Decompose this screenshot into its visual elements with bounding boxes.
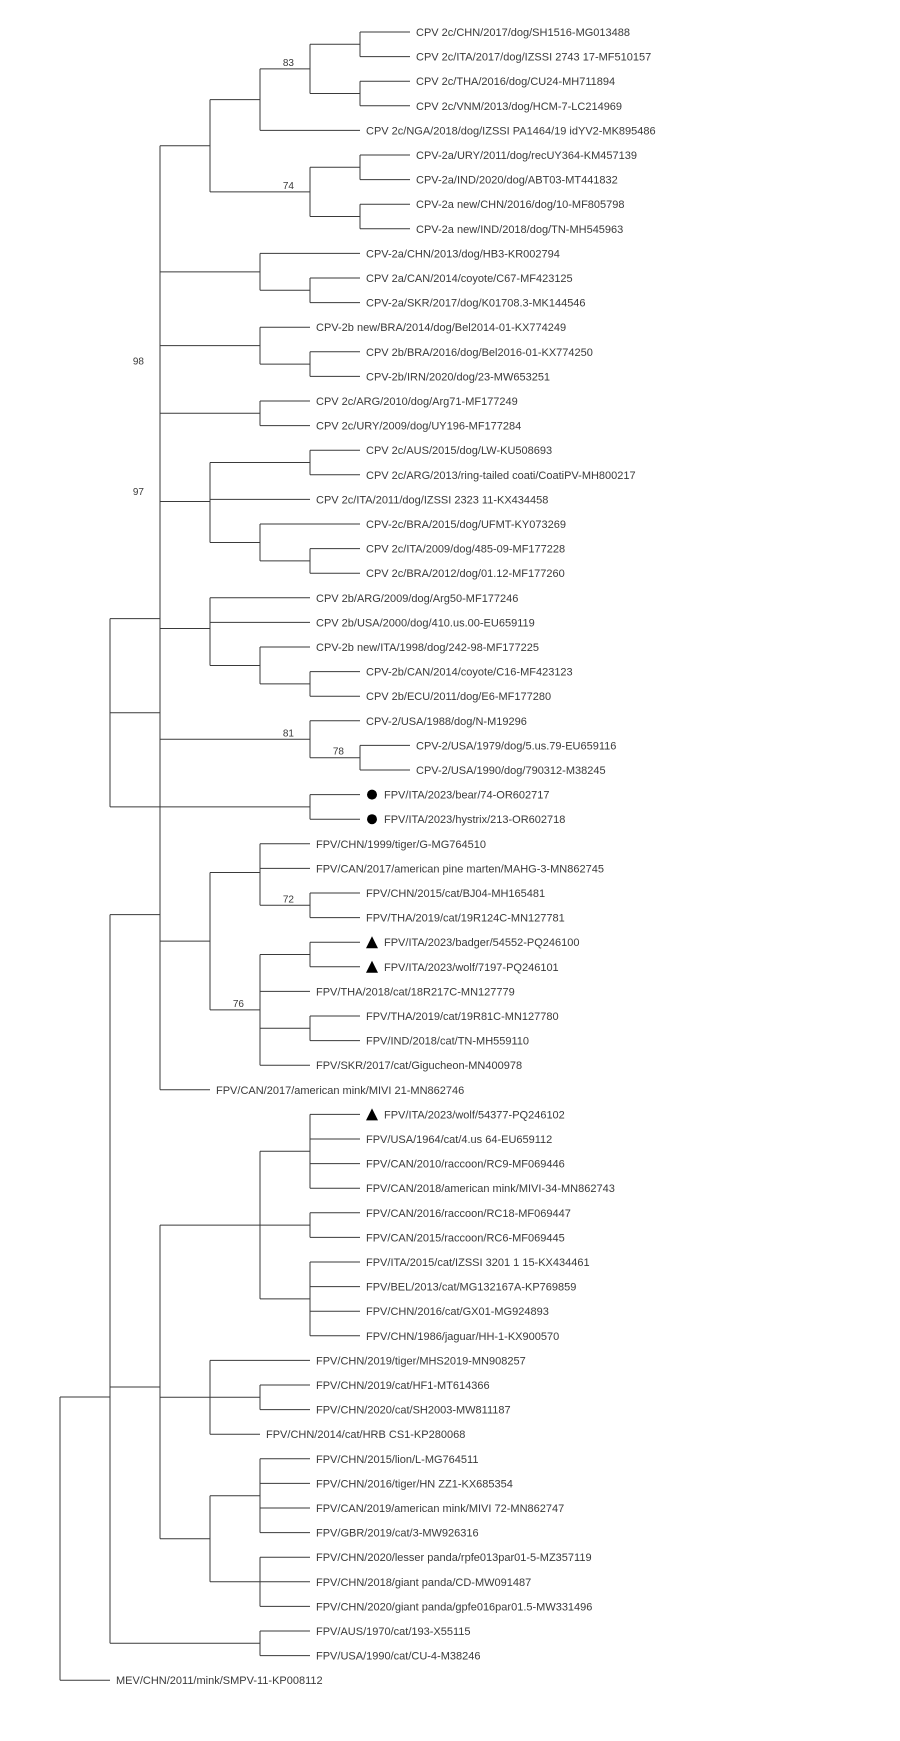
phylogenetic-tree: 83 74 98 97 78 81 72 76 CPV 2c/CHN/2017/dog/SH15… [0,0,900,1741]
tip-label: FPV/AUS/1970/cat/193-X55115 [316,1626,471,1638]
tip-label: FPV/CAN/2017/american mink/MIVI 21-MN862… [216,1085,464,1097]
bootstrap-value: 72 [283,894,295,905]
tip-label: CPV-2a/SKR/2017/dog/K01708.3-MK144546 [366,298,586,310]
tip-label: CPV 2c/URY/2009/dog/UY196-MF177284 [316,421,521,433]
tip-label: FPV/CHN/2015/lion/L-MG764511 [316,1454,478,1466]
tip-label: CPV 2c/CHN/2017/dog/SH1516-MG013488 [416,27,630,39]
tip-label: CPV 2c/ARG/2013/ring-tailed coati/CoatiP… [366,470,636,482]
tip-label: FPV/CAN/2018/american mink/MIVI-34-MN862… [366,1183,615,1195]
triangle-marker-icon [366,961,378,973]
tip-label: CPV-2/USA/1988/dog/N-M19296 [366,716,527,728]
tip-label: CPV 2c/ITA/2009/dog/485-09-MF177228 [366,544,565,556]
tip-label: CPV-2a new/IND/2018/dog/TN-MH545963 [416,224,623,236]
tip-label: CPV-2b/IRN/2020/dog/23-MW653251 [366,371,550,383]
bootstrap-value: 74 [283,181,295,192]
bootstrap-value: 76 [233,999,245,1010]
tip-label: CPV 2c/THA/2016/dog/CU24-MH711894 [416,76,615,88]
bootstrap-value: 83 [283,58,295,69]
tip-label: CPV 2b/USA/2000/dog/410.us.00-EU659119 [316,617,535,629]
tip-label: CPV 2b/ECU/2011/dog/E6-MF177280 [366,691,551,703]
tip-label: FPV/ITA/2015/cat/IZSSI 3201 1 15-KX43446… [366,1257,590,1269]
tip-label: CPV 2c/AUS/2015/dog/LW-KU508693 [366,445,552,457]
tip-label: FPV/CHN/2018/giant panda/CD-MW091487 [316,1577,531,1589]
circle-marker-icon [367,814,377,824]
tip-label: FPV/CAN/2019/american mink/MIVI 72-MN862… [316,1503,564,1515]
tip-label: CPV-2/USA/1979/dog/5.us.79-EU659116 [416,740,616,752]
tip-label: CPV-2/USA/1990/dog/790312-M38245 [416,765,606,777]
tip-label: CPV 2c/ITA/2011/dog/IZSSI 2323 11-KX4344… [316,494,548,506]
tip-label: FPV/USA/1964/cat/4.us 64-EU659112 [366,1134,552,1146]
tip-label: FPV/USA/1990/cat/CU-4-M38246 [316,1651,480,1663]
tip-label: CPV 2c/VNM/2013/dog/HCM-7-LC214969 [416,101,622,113]
tip-label: CPV 2b/BRA/2016/dog/Bel2016-01-KX774250 [366,347,593,359]
triangle-marker-icon [366,1108,378,1120]
tip-label: FPV/ITA/2023/wolf/7197-PQ246101 [384,962,559,974]
tip-label: FPV/ITA/2023/wolf/54377-PQ246102 [384,1109,565,1121]
tip-label: FPV/THA/2018/cat/18R217C-MN127779 [316,986,515,998]
tip-label: CPV-2a new/CHN/2016/dog/10-MF805798 [416,199,625,211]
tip-label: CPV-2a/CHN/2013/dog/HB3-KR002794 [366,248,560,260]
tip-label: CPV-2b new/BRA/2014/dog/Bel2014-01-KX774… [316,322,566,334]
bootstrap-value: 98 [133,356,145,367]
tip-label: FPV/GBR/2019/cat/3-MW926316 [316,1528,479,1540]
tip-label: FPV/CHN/2014/cat/HRB CS1-KP280068 [266,1429,465,1441]
tip-label: FPV/SKR/2017/cat/Gigucheon-MN400978 [316,1060,522,1072]
tip-label: FPV/CHN/2016/tiger/HN ZZ1-KX685354 [316,1478,513,1490]
tip-label: FPV/CHN/2016/cat/GX01-MG924893 [366,1306,549,1318]
tip-label: FPV/ITA/2023/hystrix/213-OR602718 [384,814,565,826]
tip-label: FPV/IND/2018/cat/TN-MH559110 [366,1036,529,1048]
tip-label: FPV/CAN/2010/raccoon/RC9-MF069446 [366,1159,565,1171]
tip-label: FPV/ITA/2023/badger/54552-PQ246100 [384,937,580,949]
tip-label: CPV 2c/BRA/2012/dog/01.12-MF177260 [366,568,565,580]
tip-label: CPV-2c/BRA/2015/dog/UFMT-KY073269 [366,519,566,531]
bootstrap-value: 97 [133,487,145,498]
tip-label: FPV/CHN/2020/cat/SH2003-MW811187 [316,1405,511,1417]
triangle-marker-icon [366,936,378,948]
tip-label: FPV/CHN/1999/tiger/G-MG764510 [316,839,486,851]
bootstrap-value: 78 [333,747,345,758]
tip-label: CPV-2a/URY/2011/dog/recUY364-KM457139 [416,150,637,162]
tip-label: CPV 2c/ARG/2010/dog/Arg71-MF177249 [316,396,518,408]
bootstrap-value: 81 [283,728,295,739]
tip-label: CPV 2a/CAN/2014/coyote/C67-MF423125 [366,273,573,285]
tip-label: FPV/CHN/2015/cat/BJ04-MH165481 [366,888,545,900]
tip-label: FPV/CAN/2017/american pine marten/MAHG-3… [316,863,604,875]
tip-label: FPV/CHN/2019/cat/HF1-MT614366 [316,1380,490,1392]
tip-label: CPV 2c/NGA/2018/dog/IZSSI PA1464/19 idYV… [366,125,656,137]
tip-label: FPV/CHN/2020/lesser panda/rpfe013par01-5… [316,1552,592,1564]
tip-label: MEV/CHN/2011/mink/SMPV-11-KP008112 [116,1675,323,1687]
tip-label: FPV/THA/2019/cat/19R124C-MN127781 [366,913,565,925]
tip-label: FPV/CHN/2020/giant panda/gpfe016par01.5-… [316,1601,592,1613]
circle-marker-icon [367,790,377,800]
tip-label: FPV/CHN/1986/jaguar/HH-1-KX900570 [366,1331,559,1343]
tip-label: FPV/CAN/2016/raccoon/RC18-MF069447 [366,1208,571,1220]
tip-label: FPV/CHN/2019/tiger/MHS2019-MN908257 [316,1355,526,1367]
tip-label: FPV/BEL/2013/cat/MG132167A-KP769859 [366,1282,576,1294]
tip-label: CPV-2b/CAN/2014/coyote/C16-MF423123 [366,667,573,679]
tip-label: CPV 2c/ITA/2017/dog/IZSSI 2743 17-MF5101… [416,52,651,64]
tip-label: FPV/THA/2019/cat/19R81C-MN127780 [366,1011,559,1023]
tip-label: FPV/CAN/2015/raccoon/RC6-MF069445 [366,1232,565,1244]
tip-label: CPV 2b/ARG/2009/dog/Arg50-MF177246 [316,593,518,605]
tip-label: CPV-2b new/ITA/1998/dog/242-98-MF177225 [316,642,539,654]
tip-label: FPV/ITA/2023/bear/74-OR602717 [384,790,550,802]
tip-label: CPV-2a/IND/2020/dog/ABT03-MT441832 [416,175,618,187]
